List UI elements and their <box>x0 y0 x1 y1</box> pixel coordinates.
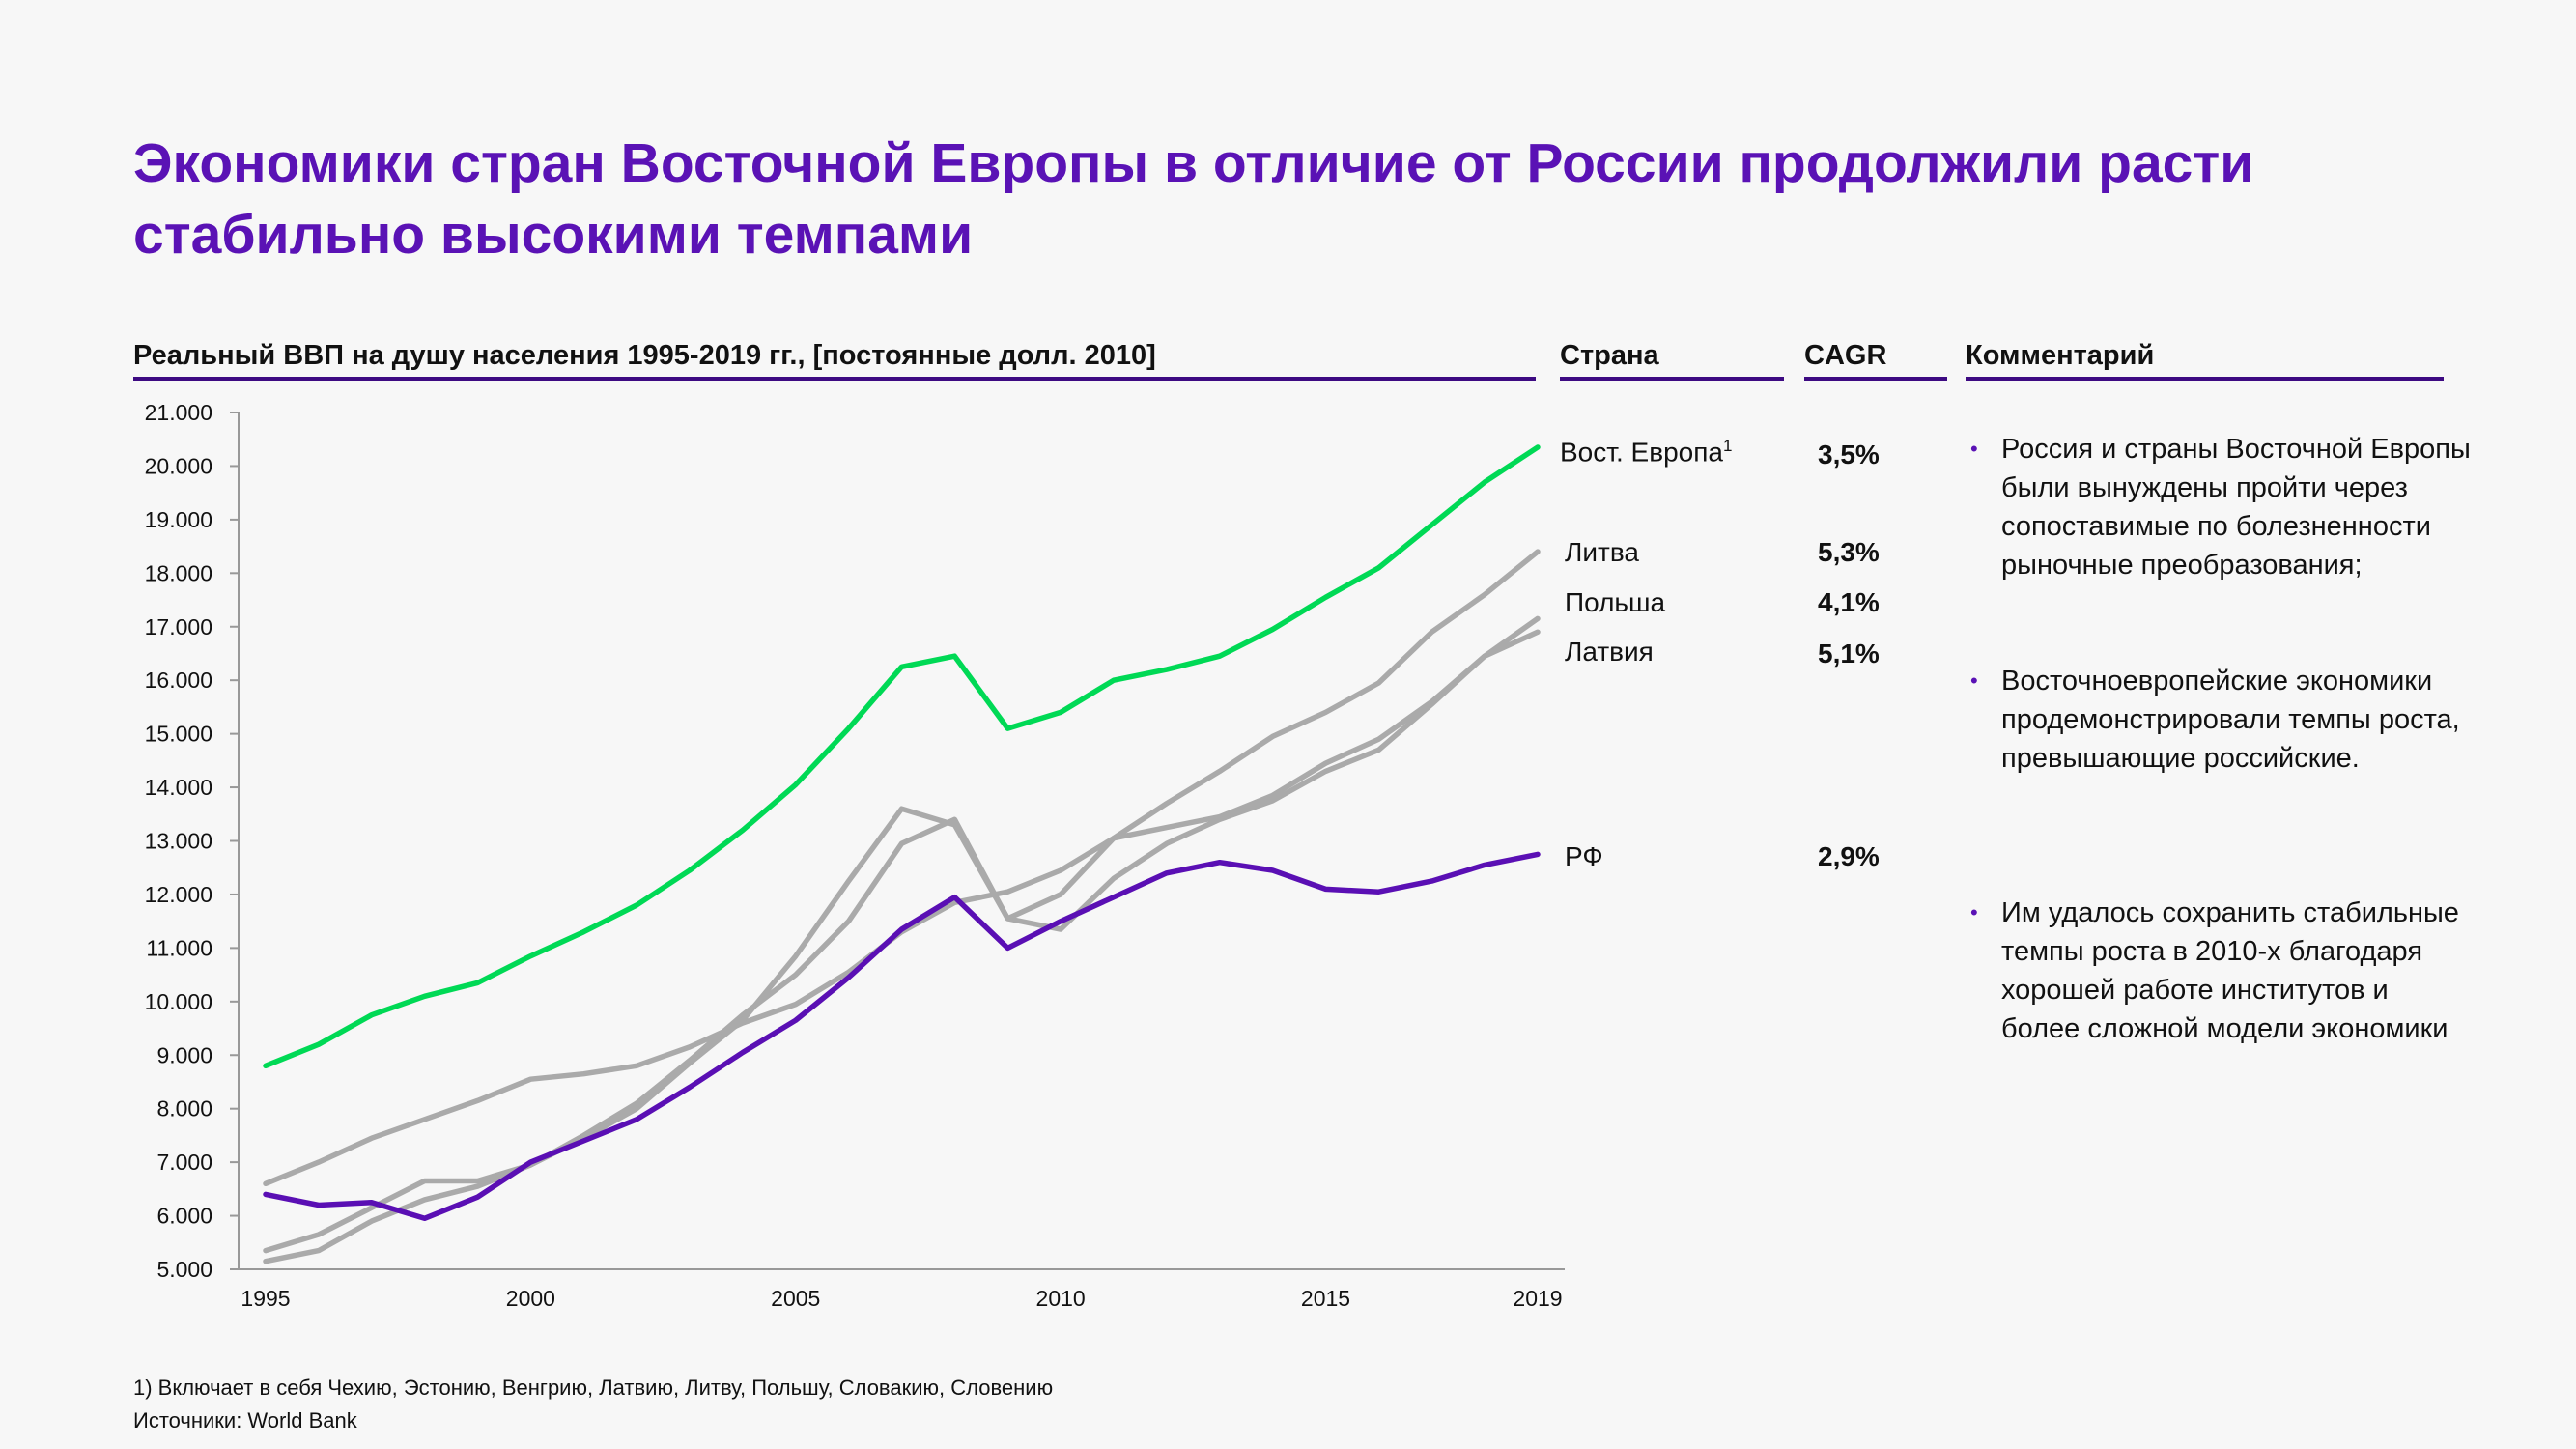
cagr-russia: 2,9% <box>1818 841 1880 871</box>
y-tick-label: 14.000 <box>145 775 212 800</box>
bullet-icon: • <box>1970 668 1978 693</box>
y-tick-label: 12.000 <box>145 882 212 907</box>
y-tick-label: 16.000 <box>145 668 212 693</box>
divider <box>1804 377 1947 381</box>
y-tick-label: 20.000 <box>145 453 212 478</box>
legend-label-east-europe: Вост. Европа1 <box>1560 437 1732 468</box>
source: Источники: World Bank <box>133 1408 357 1433</box>
comment-item: • Им удалось сохранить стабильные темпы р… <box>1970 894 2473 1048</box>
y-tick-label: 11.000 <box>146 935 212 960</box>
x-tick-label: 1995 <box>241 1286 290 1311</box>
page-title: Экономики стран Восточной Европы в отлич… <box>133 132 2254 266</box>
y-tick-label: 13.000 <box>145 829 212 854</box>
cagr-east-europe: 3,5% <box>1818 440 1880 469</box>
y-tick-label: 21.000 <box>145 400 212 425</box>
y-tick-label: 19.000 <box>145 507 212 532</box>
comment-header: Комментарий <box>1966 340 2155 371</box>
legend-label-poland: Польша <box>1565 587 1666 617</box>
cagr-latvia: 5,1% <box>1818 639 1880 668</box>
x-tick-label: 2010 <box>1036 1286 1086 1311</box>
bullet-icon: • <box>1970 437 1978 461</box>
y-tick-label: 15.000 <box>145 722 212 747</box>
legend-label-russia: РФ <box>1565 841 1603 871</box>
y-tick-label: 10.000 <box>145 989 212 1014</box>
chart-header: Реальный ВВП на душу населения 1995-2019… <box>133 340 1156 371</box>
legend-label-lithuania: Литва <box>1565 537 1639 567</box>
x-tick-label: 2019 <box>1513 1286 1562 1311</box>
y-tick-label: 9.000 <box>156 1042 212 1067</box>
y-tick-label: 5.000 <box>156 1257 212 1282</box>
comment-item: • Восточноевропейские экономики продемонс… <box>1970 662 2473 778</box>
legend-text: Вост. Европа <box>1560 437 1723 468</box>
cagr-lithuania: 5,3% <box>1818 537 1880 567</box>
comment-item: • Россия и страны Восточной Европы были в… <box>1970 430 2473 584</box>
cagr-header: CAGR <box>1804 340 1887 371</box>
divider <box>133 377 1536 381</box>
y-tick-label: 18.000 <box>145 560 212 585</box>
series-line-Латвия <box>263 629 1541 1254</box>
divider <box>1966 377 2444 381</box>
x-tick-label: 2005 <box>771 1286 820 1311</box>
x-tick-label: 2015 <box>1301 1286 1350 1311</box>
bullet-icon: • <box>1970 900 1978 924</box>
cagr-poland: 4,1% <box>1818 587 1880 617</box>
divider <box>1560 377 1784 381</box>
series-line-Литва <box>263 549 1541 1264</box>
series-line-Вост. Европа <box>263 444 1541 1069</box>
line-chart: 5.000 6.000 7.000 8.000 9.000 10.000 11.000 12.… <box>145 400 1565 1311</box>
legend-label-latvia: Латвия <box>1565 637 1654 667</box>
y-tick-label: 6.000 <box>156 1204 212 1229</box>
comment-text: Россия и страны Восточной Европы были вы… <box>2001 434 2471 581</box>
comment-text: Им удалось сохранить стабильные темпы ро… <box>2001 897 2459 1044</box>
y-tick-label: 7.000 <box>156 1150 212 1175</box>
country-header: Страна <box>1560 340 1659 371</box>
comment-text: Восточноевропейские экономики продемонст… <box>2001 666 2460 774</box>
footnote-marker: 1 <box>1722 437 1733 455</box>
footnote: 1) Включает в себя Чехию, Эстонию, Венгр… <box>133 1376 1054 1400</box>
series-line-РФ <box>263 851 1541 1222</box>
y-tick-label: 8.000 <box>156 1096 212 1122</box>
x-tick-label: 2000 <box>506 1286 555 1311</box>
y-tick-label: 17.000 <box>145 614 212 639</box>
